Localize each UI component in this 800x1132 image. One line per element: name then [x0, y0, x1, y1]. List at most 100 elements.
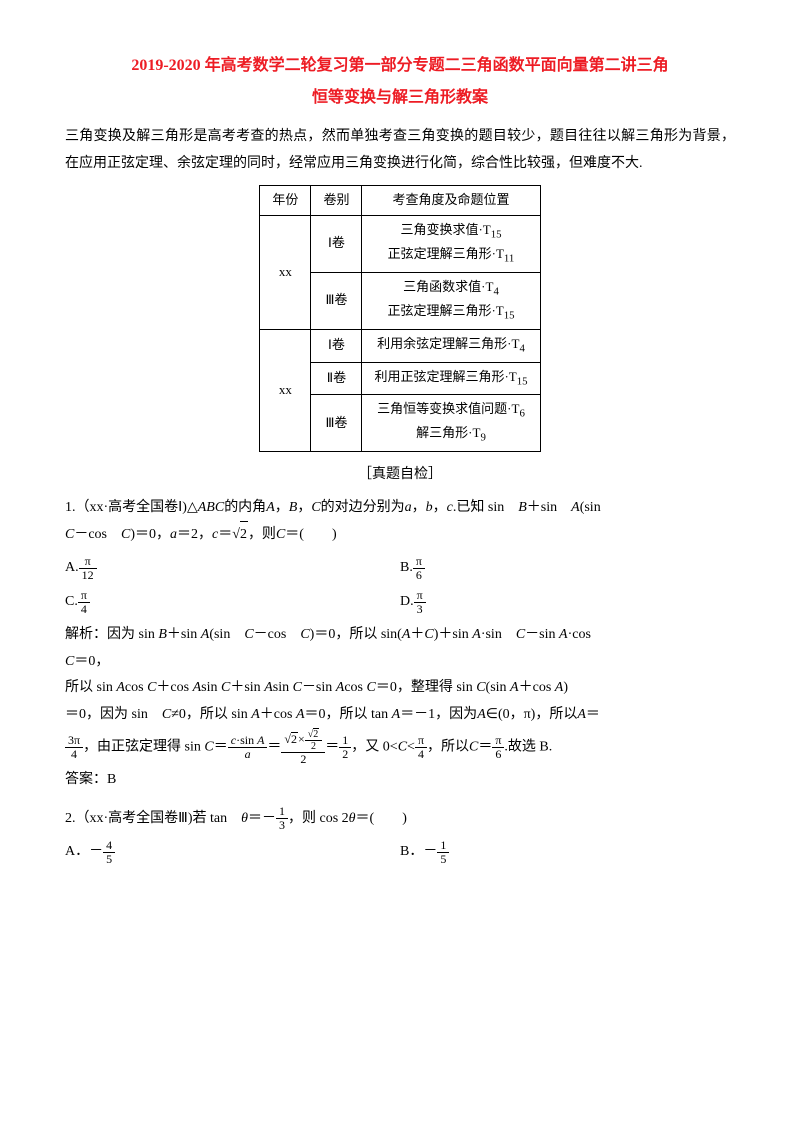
cell-content: 三角函数求值·T4正弦定理解三角形·T15: [362, 272, 540, 329]
opt-c-label: C.: [65, 589, 78, 616]
ana-text: cos: [344, 680, 366, 695]
ana-text: －sin: [525, 627, 559, 642]
frac-den: 2: [339, 748, 351, 761]
ana-text: ·sin: [481, 627, 516, 642]
frac-num: 1: [437, 839, 449, 853]
frac-den: a: [228, 748, 268, 761]
q1-abc: ABC: [198, 500, 224, 515]
table-header-row: 年份 卷别 考查角度及命题位置: [260, 186, 540, 216]
frac-num: π: [413, 555, 425, 569]
document-title: 2019-2020 年高考数学二轮复习第一部分专题二三角函数平面向量第二讲三角 …: [65, 50, 735, 114]
q1-text: ，: [297, 500, 311, 515]
ana-text: －sin: [302, 680, 336, 695]
opt-b-label: B.: [400, 555, 413, 582]
q2-text: ＝( ): [356, 811, 407, 826]
ana-text: ＋sin: [167, 627, 201, 642]
title-line-2: 恒等变换与解三角形教案: [312, 89, 488, 106]
ana-text: ，所以: [427, 740, 469, 755]
cell-content: 利用余弦定理解三角形·T4: [362, 329, 540, 362]
q2-prefix: 2.（xx·高考全国卷Ⅲ)若 tan: [65, 811, 241, 826]
opt-d-label: D.: [400, 589, 414, 616]
ana-text: 解析：因为 sin: [65, 627, 158, 642]
ana-text: (sin: [209, 627, 244, 642]
frac-num: 4: [103, 839, 115, 853]
ana-text: ＋cos: [260, 707, 296, 722]
cell-vol: Ⅰ卷: [311, 215, 362, 272]
ana-text: .故选 B.: [504, 740, 552, 755]
q1-text: ，: [433, 500, 447, 515]
exam-table: 年份 卷别 考查角度及命题位置 xx Ⅰ卷 三角变换求值·T15正弦定理解三角形…: [259, 185, 540, 452]
ana-text: ∈(0，π)，所以: [486, 707, 578, 722]
q1-text: ，则: [248, 527, 276, 542]
section-label: ［真题自检］: [65, 462, 735, 489]
q1-prefix: 1.（xx·高考全国卷Ⅰ)△: [65, 500, 198, 515]
opt-a-label: A.: [65, 555, 79, 582]
frac-den: 2: [281, 753, 325, 766]
ana-text: (sin: [486, 680, 511, 695]
ana-text: ＝0，: [74, 654, 109, 669]
title-line-1: 2019-2020 年高考数学二轮复习第一部分专题二三角函数平面向量第二讲三角: [131, 57, 668, 74]
q2-text: ，则 cos 2: [288, 811, 349, 826]
q1-la: a: [405, 500, 412, 515]
frac-den: 12: [79, 569, 97, 582]
ana-text: ＝: [214, 740, 228, 755]
q1-l2cf: C: [276, 527, 285, 542]
q1-l2: C: [65, 527, 74, 542]
option-c: C.π4: [65, 589, 400, 617]
cell-content: 利用正弦定理解三角形·T15: [362, 362, 540, 395]
q1-text: )＝0，: [130, 527, 170, 542]
ana-text: －cos: [254, 627, 301, 642]
q1-text: ，: [412, 500, 426, 515]
cell-year: xx: [260, 329, 311, 452]
frac-den: 3: [276, 819, 288, 832]
frac-den: 5: [437, 853, 449, 866]
frac-num: π: [492, 734, 504, 748]
ana-text: ＝0，整理得 sin: [376, 680, 476, 695]
option-b: B.π6: [400, 555, 735, 583]
q1-text: ＋sin: [527, 500, 571, 515]
ana-text: ＝: [267, 740, 281, 755]
q1-text: ＝( ): [285, 527, 336, 542]
q1-text: －cos: [74, 527, 121, 542]
frac-den: 6: [492, 748, 504, 761]
frac-den: 3: [414, 603, 426, 616]
col-year: 年份: [260, 186, 311, 216]
q2-text: ＝－: [248, 811, 276, 826]
frac-den: 4: [415, 748, 427, 761]
q1-a: A: [266, 500, 275, 515]
frac-num: 1: [339, 734, 351, 748]
ana-text: <: [407, 740, 415, 755]
cell-content: 三角变换求值·T15正弦定理解三角形·T11: [362, 215, 540, 272]
q1-l2c: C: [121, 527, 130, 542]
col-volume: 卷别: [311, 186, 362, 216]
cell-vol: Ⅲ卷: [311, 272, 362, 329]
opt-a-label: A．－: [65, 839, 103, 866]
cell-vol: Ⅱ卷: [311, 362, 362, 395]
table-row: xx Ⅰ卷 三角变换求值·T15正弦定理解三角形·T11: [260, 215, 540, 272]
ana-text: 所以 sin: [65, 680, 116, 695]
q2-options-row1: A．－45 B．－15: [65, 839, 735, 867]
ana-text: )＋sin: [434, 627, 473, 642]
ana-text: ＝: [478, 740, 492, 755]
ana-text: ≠0，所以 sin: [171, 707, 251, 722]
q1-text: 的对边分别为: [321, 500, 405, 515]
option-a: A.π12: [65, 555, 400, 583]
ana-text: ＋cos: [156, 680, 192, 695]
frac-num: π: [415, 734, 427, 748]
q1-a2: A: [571, 500, 580, 515]
frac-num: 3π: [65, 734, 83, 748]
frac-num: 1: [276, 805, 288, 819]
ana-text: cos: [125, 680, 147, 695]
q1-sqrt: 2: [240, 521, 248, 549]
q1-text: ＝2，: [177, 527, 212, 542]
option-b: B．－15: [400, 839, 735, 867]
frac-den: 4: [65, 748, 83, 761]
frac-den: 6: [413, 569, 425, 582]
table-row: xx Ⅰ卷 利用余弦定理解三角形·T4: [260, 329, 540, 362]
question-1: 1.（xx·高考全国卷Ⅰ)△ABC的内角A，B，C的对边分别为a，b，c.已知 …: [65, 495, 735, 549]
q2-theta: θ: [241, 811, 248, 826]
frac-den: 5: [103, 853, 115, 866]
q1-answer: 答案：B: [65, 772, 116, 787]
q1-options-row1: A.π12 B.π6: [65, 555, 735, 583]
option-a: A．－45: [65, 839, 400, 867]
